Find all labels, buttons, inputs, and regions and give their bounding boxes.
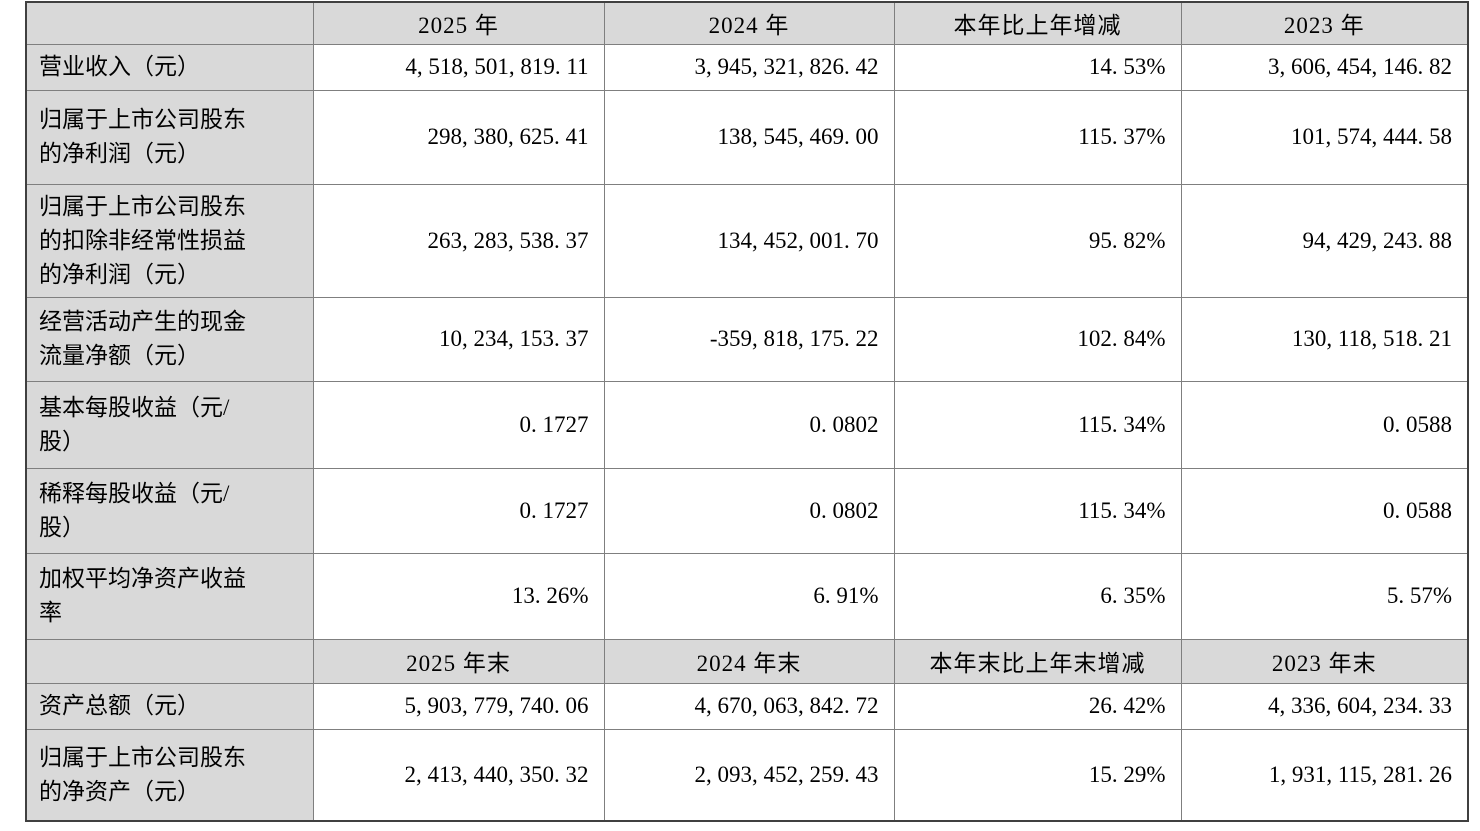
- cell-2023: 4, 336, 604, 234. 33: [1180, 682, 1469, 730]
- row-label: 归属于上市公司股东的净利润（元）: [25, 89, 314, 185]
- cell-change: 95. 82%: [893, 183, 1182, 298]
- table-row-total-assets: 资产总额（元） 5, 903, 779, 740. 06 4, 670, 063…: [25, 682, 1469, 730]
- cell-change: 102. 84%: [893, 296, 1182, 382]
- cell-2023: 101, 574, 444. 58: [1180, 89, 1469, 185]
- cell-2025: 13. 26%: [312, 552, 605, 640]
- cell-2025: 5, 903, 779, 740. 06: [312, 682, 605, 730]
- cell-change: 14. 53%: [893, 43, 1182, 91]
- col-header-2023: 2023 年: [1180, 1, 1469, 45]
- cell-change: 26. 42%: [893, 682, 1182, 730]
- cell-2023: 3, 606, 454, 146. 82: [1180, 43, 1469, 91]
- cell-2025: 10, 234, 153. 37: [312, 296, 605, 382]
- table-row-operating-cash-flow: 经营活动产生的现金流量净额（元） 10, 234, 153. 37 -359, …: [25, 296, 1469, 382]
- row-label: 基本每股收益（元/股）: [25, 380, 314, 469]
- financial-summary-section: 2025 年 2024 年 本年比上年增减 2023 年 营业收入（元） 4, …: [25, 1, 1469, 822]
- table-row-diluted-eps: 稀释每股收益（元/股） 0. 1727 0. 0802 115. 34% 0. …: [25, 467, 1469, 554]
- row-label: 经营活动产生的现金流量净额（元）: [25, 296, 314, 382]
- table-header-row-period: 2025 年 2024 年 本年比上年增减 2023 年: [25, 1, 1469, 45]
- cell-2023: 130, 118, 518. 21: [1180, 296, 1469, 382]
- cell-2024: 3, 945, 321, 826. 42: [603, 43, 895, 91]
- cell-2023: 0. 0588: [1180, 380, 1469, 469]
- cell-2025: 0. 1727: [312, 467, 605, 554]
- col-header-2025-end: 2025 年末: [312, 638, 605, 684]
- cell-2024: 2, 093, 452, 259. 43: [603, 728, 895, 822]
- table-row-net-assets: 归属于上市公司股东的净资产（元） 2, 413, 440, 350. 32 2,…: [25, 728, 1469, 822]
- table-row-weighted-avg-roe: 加权平均净资产收益率 13. 26% 6. 91% 6. 35% 5. 57%: [25, 552, 1469, 640]
- table-row-net-profit: 归属于上市公司股东的净利润（元） 298, 380, 625. 41 138, …: [25, 89, 1469, 185]
- row-label: 归属于上市公司股东的净资产（元）: [25, 728, 314, 822]
- cell-2025: 263, 283, 538. 37: [312, 183, 605, 298]
- cell-2025: 2, 413, 440, 350. 32: [312, 728, 605, 822]
- row-label: 资产总额（元）: [25, 682, 314, 730]
- financial-summary-table: 2025 年 2024 年 本年比上年增减 2023 年 营业收入（元） 4, …: [25, 1, 1469, 822]
- cell-2023: 5. 57%: [1180, 552, 1469, 640]
- cell-2024: 6. 91%: [603, 552, 895, 640]
- row-label: 稀释每股收益（元/股）: [25, 467, 314, 554]
- corner-cell: [25, 1, 314, 45]
- cell-change: 6. 35%: [893, 552, 1182, 640]
- col-header-yearend-change: 本年末比上年末增减: [893, 638, 1182, 684]
- col-header-2023-end: 2023 年末: [1180, 638, 1469, 684]
- cell-change: 115. 34%: [893, 467, 1182, 554]
- cell-2025: 0. 1727: [312, 380, 605, 469]
- cell-2025: 298, 380, 625. 41: [312, 89, 605, 185]
- corner-cell: [25, 638, 314, 684]
- cell-2024: 138, 545, 469. 00: [603, 89, 895, 185]
- cell-2024: 0. 0802: [603, 467, 895, 554]
- cell-2023: 1, 931, 115, 281. 26: [1180, 728, 1469, 822]
- col-header-2024-end: 2024 年末: [603, 638, 895, 684]
- cell-change: 115. 34%: [893, 380, 1182, 469]
- cell-change: 115. 37%: [893, 89, 1182, 185]
- col-header-2025: 2025 年: [312, 1, 605, 45]
- cell-2024: 4, 670, 063, 842. 72: [603, 682, 895, 730]
- row-label: 加权平均净资产收益率: [25, 552, 314, 640]
- cell-change: 15. 29%: [893, 728, 1182, 822]
- table-row-basic-eps: 基本每股收益（元/股） 0. 1727 0. 0802 115. 34% 0. …: [25, 380, 1469, 469]
- table-row-net-profit-excl-nonrecurring: 归属于上市公司股东的扣除非经常性损益的净利润（元） 263, 283, 538.…: [25, 183, 1469, 298]
- row-label: 营业收入（元）: [25, 43, 314, 91]
- col-header-2024: 2024 年: [603, 1, 895, 45]
- cell-2024: -359, 818, 175. 22: [603, 296, 895, 382]
- table-row-revenue: 营业收入（元） 4, 518, 501, 819. 11 3, 945, 321…: [25, 43, 1469, 91]
- cell-2024: 0. 0802: [603, 380, 895, 469]
- row-label: 归属于上市公司股东的扣除非经常性损益的净利润（元）: [25, 183, 314, 298]
- cell-2024: 134, 452, 001. 70: [603, 183, 895, 298]
- cell-2023: 0. 0588: [1180, 467, 1469, 554]
- cell-2023: 94, 429, 243. 88: [1180, 183, 1469, 298]
- table-header-row-yearend: 2025 年末 2024 年末 本年末比上年末增减 2023 年末: [25, 638, 1469, 684]
- col-header-yoy-change: 本年比上年增减: [893, 1, 1182, 45]
- cell-2025: 4, 518, 501, 819. 11: [312, 43, 605, 91]
